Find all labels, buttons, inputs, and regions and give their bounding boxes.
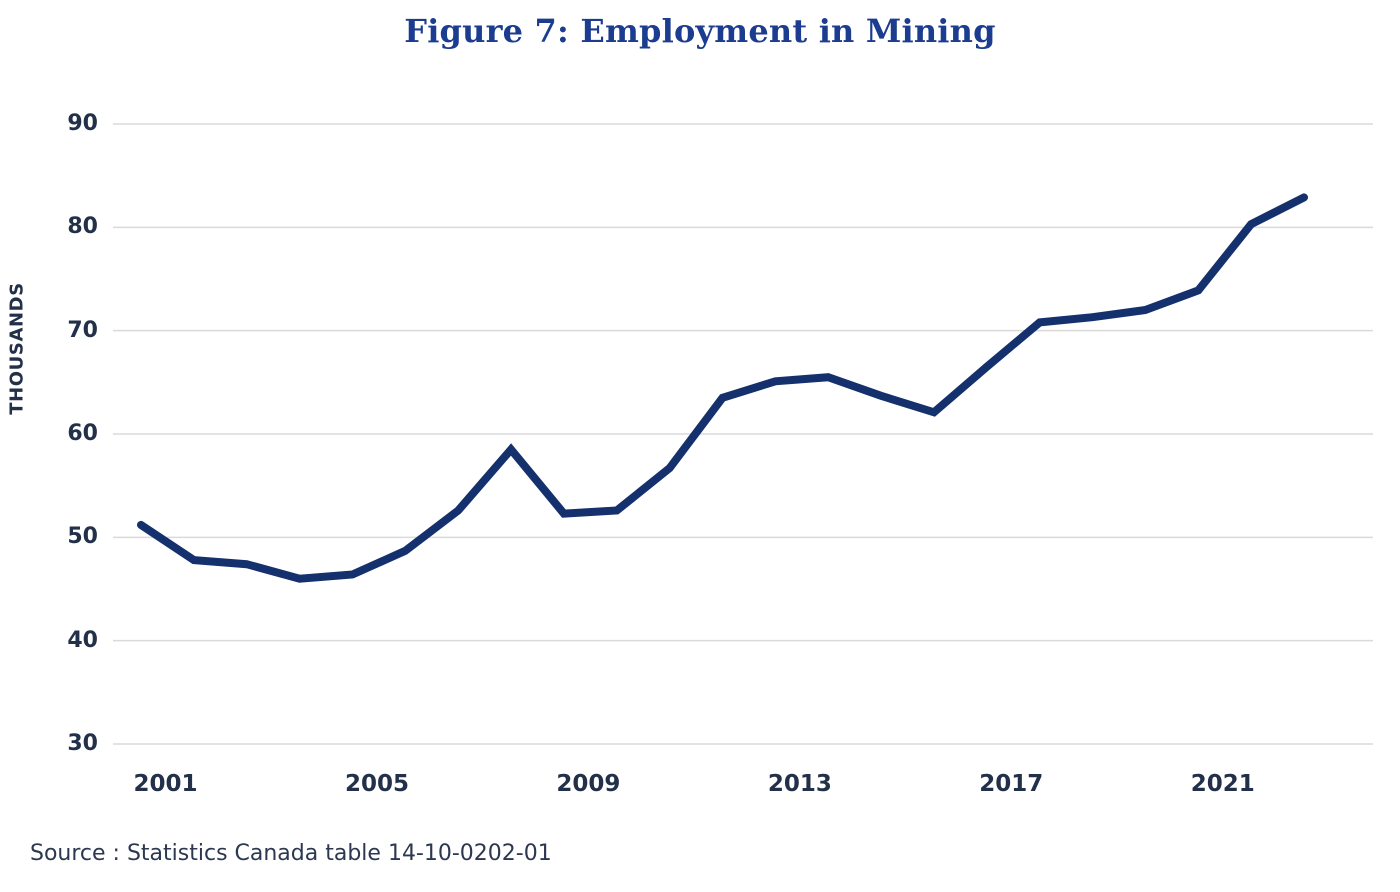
x-tick-label-2021: 2021 [1190, 771, 1255, 797]
employment-line-series [137, 193, 1308, 583]
x-tick-label-2013: 2013 [767, 771, 832, 797]
x-tick-label-2009: 2009 [556, 771, 621, 797]
x-tick-label-2005: 2005 [344, 771, 409, 797]
chart-title: Figure 7: Employment in Mining [404, 12, 996, 50]
source-note: Source : Statistics Canada table 14-10-0… [30, 841, 552, 866]
x-tick-label-2017: 2017 [979, 771, 1044, 797]
y-tick-label-90: 90 [67, 111, 98, 136]
y-tick-label-40: 40 [67, 627, 98, 653]
x-tick-label-2001: 2001 [133, 771, 198, 797]
gridlines [113, 123, 1373, 745]
y-tick-label-50: 50 [67, 524, 98, 550]
y-tick-label-30: 30 [67, 731, 98, 756]
y-tick-label-60: 60 [67, 421, 98, 446]
y-tick-label-80: 80 [67, 214, 98, 240]
y-tick-label-70: 70 [67, 317, 98, 343]
